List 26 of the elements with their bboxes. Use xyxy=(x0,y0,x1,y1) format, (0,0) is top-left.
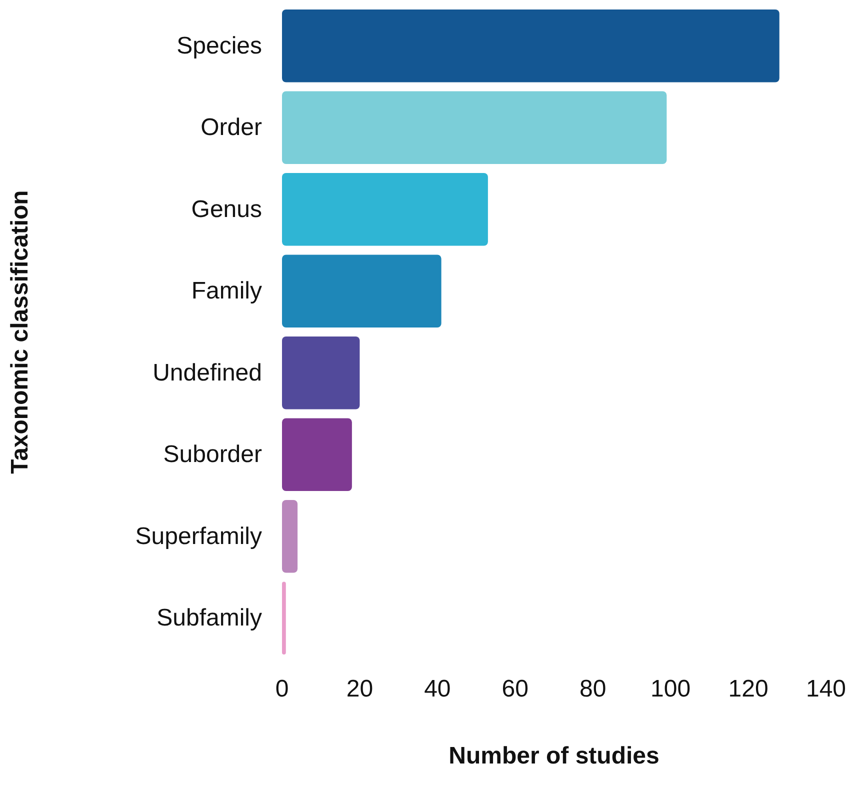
bar xyxy=(282,172,488,246)
bar xyxy=(282,418,352,492)
y-tick-label: Suborder xyxy=(163,441,262,468)
x-axis-title: Number of studies xyxy=(448,742,660,770)
x-tick-label: 40 xyxy=(424,676,451,702)
y-tick-label: Genus xyxy=(191,196,262,223)
bar xyxy=(282,500,298,573)
bar xyxy=(282,582,286,655)
y-tick-label: Undefined xyxy=(152,359,262,386)
x-tick-label: 20 xyxy=(346,676,374,702)
x-tick-label: 100 xyxy=(650,676,691,702)
x-tick-label: 140 xyxy=(806,676,846,702)
y-tick-label: Family xyxy=(191,278,262,305)
y-axis-title: Taxonomic classification xyxy=(6,190,34,474)
y-tick-label: Species xyxy=(176,32,262,60)
bar xyxy=(282,9,780,82)
x-tick-label: 60 xyxy=(502,676,528,702)
bar xyxy=(282,254,442,328)
x-tick-label: 80 xyxy=(580,676,606,702)
bar xyxy=(282,336,360,410)
y-tick-label: Subfamily xyxy=(156,604,262,632)
x-tick-label: 0 xyxy=(275,676,289,702)
bar xyxy=(282,91,667,164)
y-tick-label: Superfamily xyxy=(135,522,262,550)
y-tick-label: Order xyxy=(200,114,262,142)
x-tick-label: 120 xyxy=(728,676,768,702)
